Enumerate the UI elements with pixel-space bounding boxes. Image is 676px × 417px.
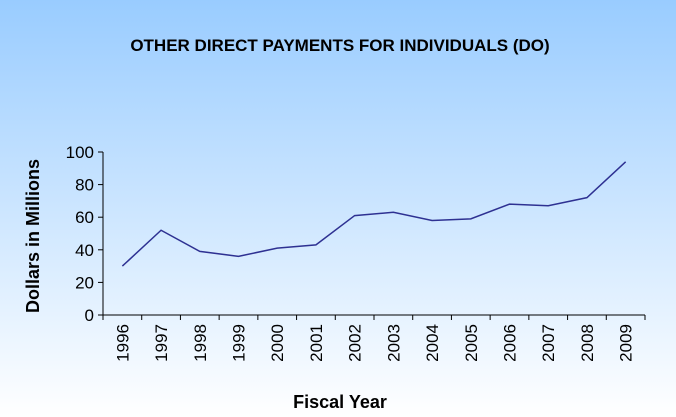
y-tick-label: 80 bbox=[75, 176, 94, 195]
x-tick-label: 2005 bbox=[462, 324, 481, 362]
x-tick-label: 2004 bbox=[423, 324, 442, 362]
data-line bbox=[121, 161, 627, 267]
x-axis-label: Fiscal Year bbox=[293, 392, 387, 412]
x-tick-label: 1998 bbox=[191, 324, 210, 362]
x-tick-label: 2007 bbox=[539, 324, 558, 362]
x-tick-label: 1999 bbox=[230, 324, 249, 362]
y-axis-label: Dollars in Millions bbox=[23, 159, 43, 313]
x-tick-label: 1996 bbox=[113, 324, 132, 362]
y-tick-label: 0 bbox=[85, 306, 94, 325]
y-tick-label: 20 bbox=[75, 273, 94, 292]
x-tick-label: 2001 bbox=[307, 324, 326, 362]
y-tick-label: 40 bbox=[75, 241, 94, 260]
y-tick-label: 60 bbox=[75, 208, 94, 227]
x-tick-label: 2009 bbox=[617, 324, 636, 362]
x-tick-label: 1997 bbox=[152, 324, 171, 362]
x-tick-label: 2002 bbox=[346, 324, 365, 362]
x-tick-label: 2008 bbox=[578, 324, 597, 362]
x-tick-label: 2000 bbox=[268, 324, 287, 362]
x-tick-label: 2003 bbox=[384, 324, 403, 362]
chart-title: OTHER DIRECT PAYMENTS FOR INDIVIDUALS (D… bbox=[130, 36, 549, 55]
x-tick-label: 2006 bbox=[501, 324, 520, 362]
y-tick-label: 100 bbox=[66, 143, 94, 162]
